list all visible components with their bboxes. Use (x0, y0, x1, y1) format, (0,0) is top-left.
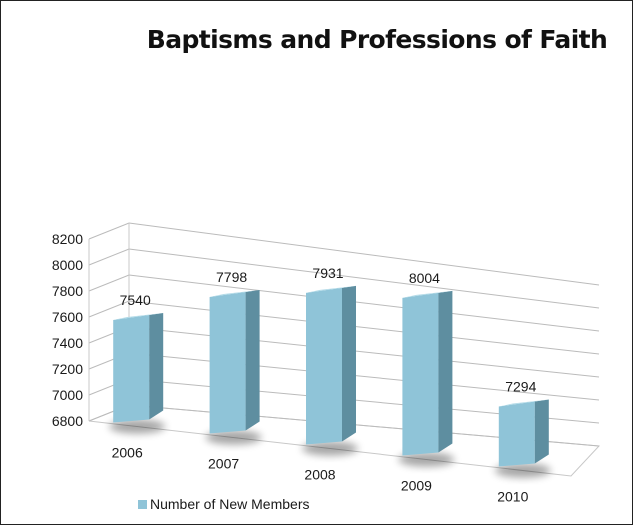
data-label: 8004 (409, 270, 440, 286)
bar-side (534, 399, 549, 464)
bar-top (113, 313, 164, 320)
bars-layer: 7540 2006 7798 2007 7931 2008 8004 2009 7294 2010 (109, 265, 551, 505)
gridline (128, 326, 600, 378)
y-tick-label: 7800 (52, 283, 83, 299)
bar-front (113, 315, 150, 423)
bar-side (438, 290, 453, 453)
bar-top (209, 290, 260, 297)
gridline-depth (88, 274, 130, 292)
gridline (128, 274, 600, 332)
y-tick-label: 8200 (52, 231, 83, 247)
gridline (128, 352, 600, 401)
bar-shadow (494, 463, 551, 478)
bar-side (149, 313, 164, 420)
x-tick-label: 2006 (112, 445, 143, 461)
legend: Number of New Members (138, 496, 310, 512)
bar-shadow (302, 441, 358, 456)
chart-title: Baptisms and Professions of Faith (147, 25, 607, 54)
data-label: 7931 (312, 265, 343, 281)
gridline (128, 300, 600, 355)
y-tick-label: 7000 (52, 387, 83, 403)
bar-shadow (398, 452, 455, 467)
x-tick-label: 2009 (401, 478, 432, 494)
legend-label: Number of New Members (150, 496, 310, 512)
x-tick-label: 2008 (304, 467, 335, 483)
bar-top (306, 285, 356, 293)
data-label: 7798 (216, 269, 247, 285)
bar-front (306, 287, 342, 445)
data-label: 7294 (505, 378, 536, 394)
bar-shadow (109, 419, 166, 434)
legend-swatch (138, 500, 147, 509)
bar-side (245, 290, 260, 431)
data-label: 7540 (120, 292, 151, 308)
y-tick-label: 8000 (52, 257, 83, 273)
y-tick-label: 6800 (52, 413, 83, 429)
bar-front (498, 401, 535, 467)
gridline-depth (88, 222, 130, 240)
x-tick-label: 2010 (497, 489, 528, 505)
y-tick-label: 7600 (52, 309, 83, 325)
gridline (128, 248, 600, 309)
bar-shadow (205, 430, 262, 445)
y-tick-label: 7200 (52, 361, 83, 377)
gridline (128, 222, 600, 286)
gridline-depth (88, 300, 130, 318)
bar-top (402, 290, 453, 298)
bar-side (342, 285, 356, 442)
bar-front (402, 292, 439, 456)
bar-front (209, 292, 246, 434)
gridline-depth (88, 248, 130, 266)
x-tick-label: 2007 (208, 456, 239, 472)
bar-top (498, 399, 549, 407)
y-tick-label: 7400 (52, 335, 83, 351)
